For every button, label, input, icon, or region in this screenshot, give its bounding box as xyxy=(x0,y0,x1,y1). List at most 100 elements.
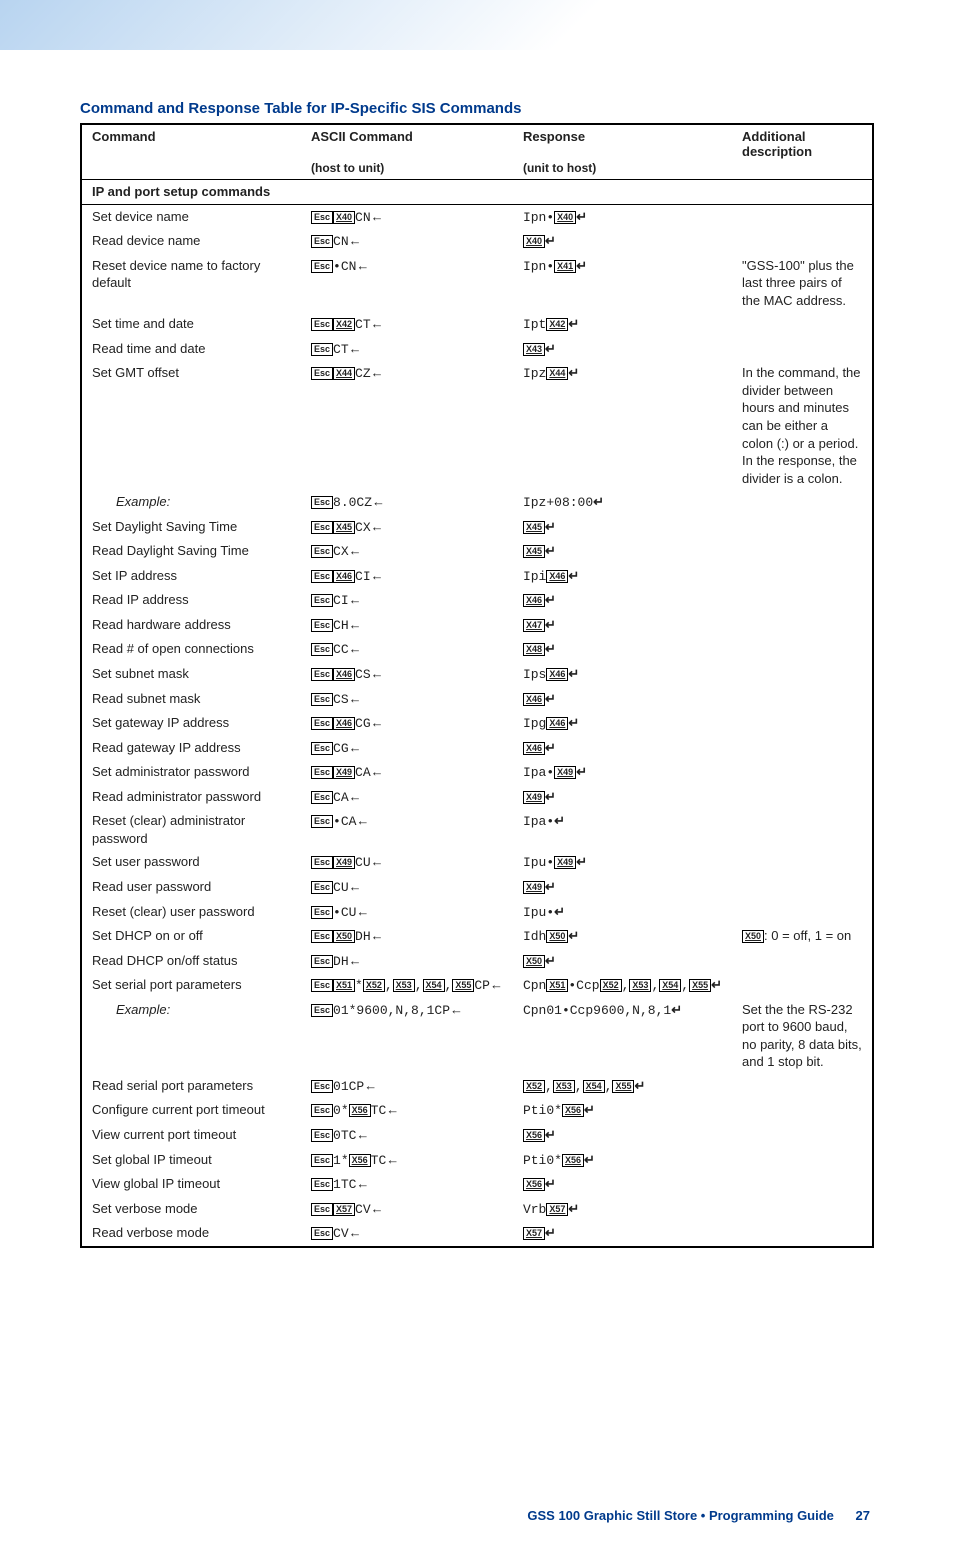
cell-ascii: EscCV xyxy=(301,1221,513,1247)
cell-description xyxy=(732,900,873,925)
x-code: X56 xyxy=(349,1154,371,1167)
cell-command: Read DHCP on/off status xyxy=(81,949,301,974)
cell-command: Set time and date xyxy=(81,312,301,337)
cell-response: X52,X53,X54,X55 xyxy=(513,1074,732,1099)
table-row: Set IP addressEscX46CIIpiX46 xyxy=(81,564,873,589)
x-code: X46 xyxy=(546,717,568,730)
esc-key: Esc xyxy=(311,979,333,992)
cell-description xyxy=(732,1074,873,1099)
x-code: X56 xyxy=(562,1154,584,1167)
left-arrow-icon xyxy=(349,234,362,249)
cell-response: IpiX46 xyxy=(513,564,732,589)
cell-description xyxy=(732,1172,873,1197)
return-icon xyxy=(576,259,587,274)
cell-ascii: Esc•CU xyxy=(301,900,513,925)
left-arrow-icon xyxy=(349,342,362,357)
cell-ascii: EscCU xyxy=(301,875,513,900)
cell-response: IptX42 xyxy=(513,312,732,337)
table-row: Read IP addressEscCIX46 xyxy=(81,588,873,613)
cell-ascii: Esc01*9600,N,8,1CP xyxy=(301,998,513,1074)
col-ascii: ASCII Command xyxy=(301,124,513,161)
cell-command: Set subnet mask xyxy=(81,662,301,687)
cell-description xyxy=(732,637,873,662)
x-code: X50 xyxy=(742,930,764,943)
return-icon xyxy=(593,495,604,510)
x-code: X49 xyxy=(554,766,576,779)
cell-response: X56 xyxy=(513,1123,732,1148)
cell-command: Set Daylight Saving Time xyxy=(81,515,301,540)
table-row: Set time and dateEscX42CTIptX42 xyxy=(81,312,873,337)
table-row: Read subnet maskEscCSX46 xyxy=(81,687,873,712)
x-code: X46 xyxy=(523,693,545,706)
table-row: Set GMT offsetEscX44CZIpzX44In the comma… xyxy=(81,361,873,490)
left-arrow-icon xyxy=(371,667,384,682)
esc-key: Esc xyxy=(311,1178,333,1191)
cell-ascii: EscX42CT xyxy=(301,312,513,337)
cell-description xyxy=(732,760,873,785)
cell-command: Set global IP timeout xyxy=(81,1148,301,1173)
cell-ascii: Esc01CP xyxy=(301,1074,513,1099)
return-icon xyxy=(545,342,556,357)
left-arrow-icon xyxy=(371,317,384,332)
x-code: X56 xyxy=(523,1129,545,1142)
left-arrow-icon xyxy=(490,978,503,993)
table-row: Set verbose modeEscX57CVVrbX57 xyxy=(81,1197,873,1222)
esc-key: Esc xyxy=(311,1227,333,1240)
x-code: X44 xyxy=(546,367,568,380)
cell-command: Reset (clear) administrator password xyxy=(81,809,301,850)
x-code: X46 xyxy=(546,668,568,681)
cell-response: X45 xyxy=(513,515,732,540)
return-icon xyxy=(545,880,556,895)
cell-description xyxy=(732,736,873,761)
return-icon xyxy=(576,765,587,780)
left-arrow-icon xyxy=(349,954,362,969)
left-arrow-icon xyxy=(356,1177,369,1192)
cell-ascii: EscCX xyxy=(301,539,513,564)
x-code: X40 xyxy=(523,235,545,248)
cell-response: Ipn•X41 xyxy=(513,254,732,313)
section-row: IP and port setup commands xyxy=(81,180,873,205)
table-row: Configure current port timeoutEsc0*X56TC… xyxy=(81,1098,873,1123)
esc-key: Esc xyxy=(311,1104,333,1117)
table-row: Set Daylight Saving TimeEscX45CXX45 xyxy=(81,515,873,540)
table-row: Reset (clear) user passwordEsc•CUIpu• xyxy=(81,900,873,925)
table-row: Set subnet maskEscX46CSIpsX46 xyxy=(81,662,873,687)
cell-description xyxy=(732,875,873,900)
return-icon xyxy=(545,1226,556,1241)
x-code: X56 xyxy=(523,1178,545,1191)
esc-key: Esc xyxy=(311,619,333,632)
left-arrow-icon xyxy=(371,929,384,944)
section-label: IP and port setup commands xyxy=(81,180,873,205)
cell-command: View global IP timeout xyxy=(81,1172,301,1197)
cell-ascii: Esc0*X56TC xyxy=(301,1098,513,1123)
return-icon xyxy=(584,1103,595,1118)
footer-page: 27 xyxy=(856,1508,870,1523)
table-row: Set global IP timeoutEsc1*X56TCPti0*X56 xyxy=(81,1148,873,1173)
cell-response: X49 xyxy=(513,875,732,900)
cell-description: X50: 0 = off, 1 = on xyxy=(732,924,873,949)
left-arrow-icon xyxy=(450,1003,463,1018)
cell-ascii: EscX46CI xyxy=(301,564,513,589)
table-row: Reset (clear) administrator passwordEsc•… xyxy=(81,809,873,850)
table-row: Read device nameEscCNX40 xyxy=(81,229,873,254)
cell-response: X47 xyxy=(513,613,732,638)
esc-key: Esc xyxy=(311,881,333,894)
cell-description xyxy=(732,490,873,515)
return-icon xyxy=(634,1079,645,1094)
left-arrow-icon xyxy=(356,814,369,829)
left-arrow-icon xyxy=(349,880,362,895)
cell-command: Set gateway IP address xyxy=(81,711,301,736)
cell-response: Ipa•X49 xyxy=(513,760,732,785)
left-arrow-icon xyxy=(371,765,384,780)
cell-command: Configure current port timeout xyxy=(81,1098,301,1123)
cell-description xyxy=(732,949,873,974)
cell-description xyxy=(732,539,873,564)
table-title: Command and Response Table for IP-Specif… xyxy=(80,100,874,117)
cell-description xyxy=(732,973,873,998)
left-arrow-icon xyxy=(356,905,369,920)
left-arrow-icon xyxy=(349,741,362,756)
return-icon xyxy=(545,618,556,633)
cell-response: Ipu• xyxy=(513,900,732,925)
x-code: X49 xyxy=(554,856,576,869)
cell-response: X56 xyxy=(513,1172,732,1197)
